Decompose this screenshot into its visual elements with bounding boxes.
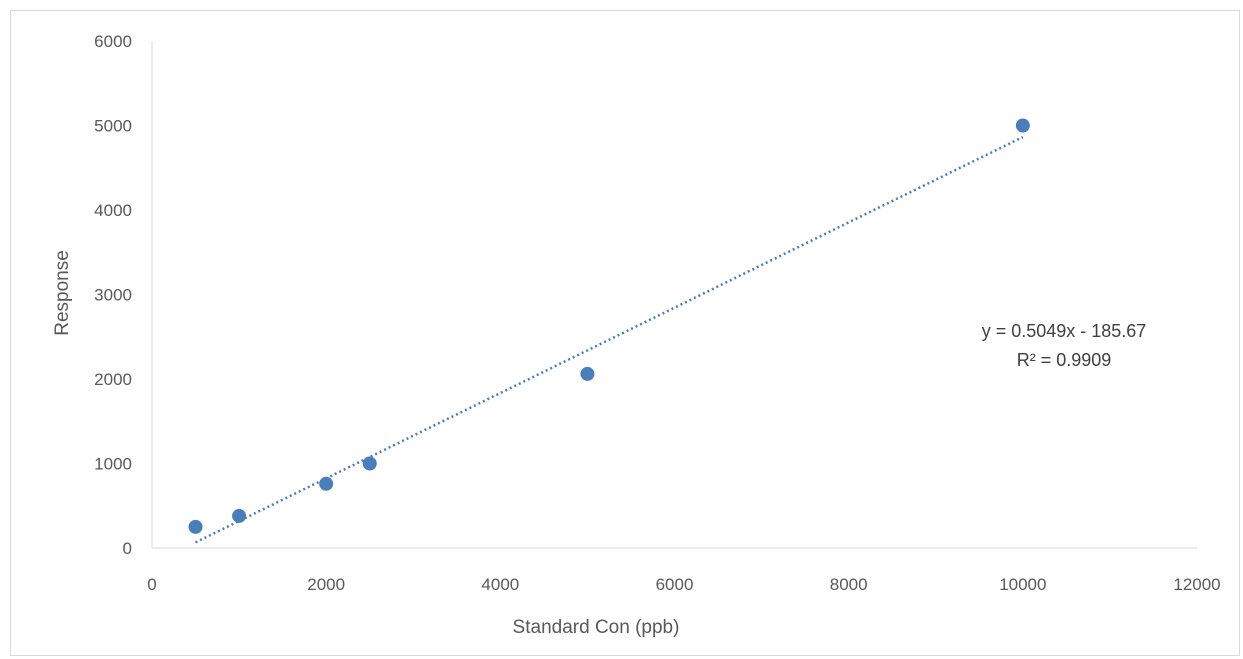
data-point	[362, 456, 377, 471]
x-tick-label: 2000	[307, 575, 345, 594]
y-tick-label: 4000	[94, 201, 132, 220]
data-point	[232, 508, 247, 523]
x-tick-label: 12000	[1173, 575, 1220, 594]
axes	[151, 41, 1197, 549]
data-points	[188, 118, 1030, 534]
x-tick-label: 4000	[481, 575, 519, 594]
data-point	[319, 476, 334, 491]
x-axis-title: Standard Con (ppb)	[513, 617, 680, 638]
data-point	[1015, 118, 1030, 133]
y-tick-label: 6000	[94, 32, 132, 51]
trendline-group	[194, 135, 1024, 544]
trendline	[194, 135, 1024, 544]
data-point	[188, 519, 203, 534]
y-tick-label: 1000	[94, 455, 132, 474]
y-axis-title: Response	[52, 250, 73, 336]
y-tick-label: 2000	[94, 370, 132, 389]
y-tick-labels: 0 1000 2000 3000 4000 5000 6000	[94, 32, 132, 558]
y-tick-label: 5000	[94, 117, 132, 136]
y-tick-label: 3000	[94, 286, 132, 305]
y-tick-label: 0	[123, 539, 132, 558]
x-tick-label: 6000	[656, 575, 694, 594]
trendline-r2: R² = 0.9909	[1017, 350, 1112, 370]
x-tick-label: 0	[147, 575, 156, 594]
data-point	[580, 366, 595, 381]
x-tick-label: 10000	[999, 575, 1046, 594]
trendline-equation: y = 0.5049x - 185.67	[982, 321, 1147, 341]
x-tick-labels: 0 2000 4000 6000 8000 10000 12000	[147, 575, 1220, 594]
x-tick-label: 8000	[830, 575, 868, 594]
